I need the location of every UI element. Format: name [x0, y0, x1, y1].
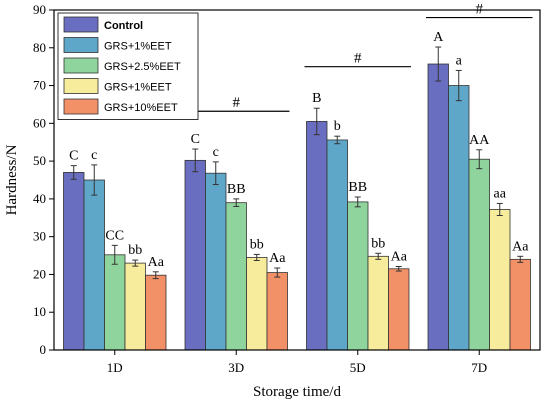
bar	[246, 257, 268, 351]
error-bars	[70, 46, 524, 280]
bar	[124, 262, 146, 351]
y-tick-label: 90	[33, 2, 46, 17]
significance-label: bb	[371, 236, 385, 251]
significance-label: BB	[227, 182, 246, 197]
legend-swatch	[63, 16, 99, 33]
y-axis-ticks: 0 10 20 30 40 50 60 70 80 90 1D 3D 5D 7D	[33, 2, 487, 375]
bar	[427, 63, 449, 351]
x-axis-title: Storage time/d	[253, 384, 341, 400]
bar	[326, 139, 348, 351]
x-tick-label: 7D	[471, 360, 487, 375]
legend-entry: GRS+1%EET	[104, 41, 172, 53]
significance-hash: #	[354, 51, 362, 67]
legend-swatch	[63, 37, 99, 53]
significance-label: c	[213, 145, 219, 160]
x-tick-label: 3D	[228, 360, 244, 375]
significance-label: bb	[250, 237, 264, 252]
significance-label: Aa	[269, 251, 286, 266]
y-tick-label: 70	[33, 78, 46, 93]
legend-entry: GRS+1%EET	[104, 82, 172, 94]
plot-frame	[53, 9, 541, 351]
bar	[83, 179, 105, 351]
bar	[104, 254, 126, 351]
bar	[306, 121, 328, 351]
significance-label: Aa	[512, 239, 529, 254]
y-tick-label: 20	[33, 266, 46, 281]
significance-label: C	[69, 149, 78, 164]
significance-label: B	[312, 91, 321, 106]
bar	[468, 158, 490, 351]
x-tick-label: 1D	[107, 360, 123, 375]
y-tick-label: 40	[33, 191, 46, 206]
legend: Control GRS+1%EET GRS+2.5%EET GRS+1%EET GRS+…	[57, 12, 199, 120]
y-axis-title: Hardness/N	[4, 144, 20, 215]
bar	[266, 272, 288, 351]
bar	[225, 202, 247, 351]
bar	[367, 255, 389, 351]
bar	[388, 268, 410, 351]
y-tick-label: 10	[33, 304, 46, 319]
significance-label: bb	[128, 243, 142, 258]
y-tick-label: 0	[40, 342, 47, 357]
bar	[509, 258, 531, 351]
significance-label: b	[334, 119, 341, 134]
bar	[448, 85, 470, 351]
y-tick-label: 60	[33, 115, 46, 130]
y-tick-label: 30	[33, 229, 46, 244]
significance-label: c	[91, 148, 97, 163]
bar	[145, 274, 167, 351]
bar	[184, 159, 206, 351]
legend-entry: Control	[104, 20, 143, 32]
significance-label: BB	[348, 180, 367, 195]
legend-swatch	[63, 57, 99, 74]
y-tick-label: 50	[33, 153, 46, 168]
significance-label: C	[191, 132, 200, 147]
significance-label: A	[433, 30, 444, 45]
legend-swatch	[63, 78, 99, 94]
significance-label: aa	[494, 186, 507, 201]
legend-swatch	[63, 98, 99, 115]
significance-label: CC	[105, 228, 124, 243]
significance-hash: #	[233, 95, 241, 111]
significance-label: a	[456, 53, 463, 68]
y-tick-label: 80	[33, 40, 46, 55]
bar	[489, 209, 511, 351]
legend-entry: GRS+2.5%EET	[104, 61, 181, 73]
bar	[347, 201, 369, 351]
significance-label: Aa	[391, 250, 408, 265]
legend-entry: GRS+10%EET	[104, 102, 178, 114]
bar	[63, 172, 85, 351]
significance-label: Aa	[148, 255, 165, 270]
bar	[205, 172, 227, 351]
x-tick-label: 5D	[350, 360, 366, 375]
significance-label: AA	[469, 133, 490, 148]
